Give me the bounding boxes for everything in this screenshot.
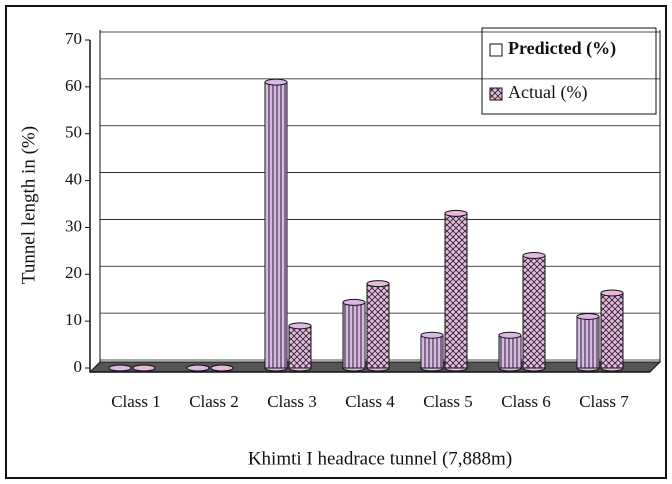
bar-top (498, 331, 522, 339)
bar-top (288, 322, 312, 330)
legend-box (481, 27, 657, 115)
legend-label: Predicted (%) (508, 38, 616, 59)
bar-top (366, 280, 390, 288)
bar-hatch (343, 302, 365, 368)
x-tick-label: Class 3 (267, 392, 317, 411)
bar-top (600, 289, 624, 297)
bar-top (444, 209, 468, 217)
x-tick-label: Class 6 (501, 392, 551, 411)
y-tick-label: 60 (65, 76, 82, 95)
y-tick-label: 20 (65, 263, 82, 282)
legend-swatch-hatch (490, 88, 502, 100)
x-tick-label: Class 1 (111, 392, 161, 411)
x-axis-title: Khimti I headrace tunnel (7,888m) (248, 448, 512, 469)
bar-hatch (445, 213, 467, 368)
x-tick-label: Class 5 (423, 392, 473, 411)
y-axis-title: Tunnel length in (%) (18, 126, 39, 284)
bar-hatch (577, 316, 599, 368)
bar-hatch (367, 283, 389, 368)
bar-hatch (265, 82, 287, 369)
y-tick-label: 10 (65, 310, 82, 329)
legend-label: Actual (%) (508, 82, 587, 103)
bar-hatch (421, 335, 443, 368)
bar-hatch (499, 335, 521, 368)
y-tick-label: 0 (74, 357, 83, 376)
bar-hatch (523, 255, 545, 368)
x-tick-label: Class 2 (189, 392, 239, 411)
x-tick-label: Class 4 (345, 392, 395, 411)
bar-top (522, 252, 546, 260)
bar-top (342, 298, 366, 306)
bar-top (420, 331, 444, 339)
bar-hatch (289, 325, 311, 368)
bar-hatch (601, 293, 623, 368)
bar-top (210, 364, 234, 372)
bar-top (186, 364, 210, 372)
y-tick-label: 40 (65, 169, 82, 188)
bar-top (132, 364, 156, 372)
bar-top (264, 78, 288, 86)
y-tick-label: 30 (65, 216, 82, 235)
y-tick-label: 70 (65, 29, 82, 48)
legend: Predicted (%) Actual (%) (481, 27, 657, 115)
x-tick-label: Class 7 (579, 392, 629, 411)
bar-top (108, 364, 132, 372)
legend-swatch (489, 43, 503, 57)
y-tick-label: 50 (65, 123, 82, 142)
bar-top (576, 312, 600, 320)
